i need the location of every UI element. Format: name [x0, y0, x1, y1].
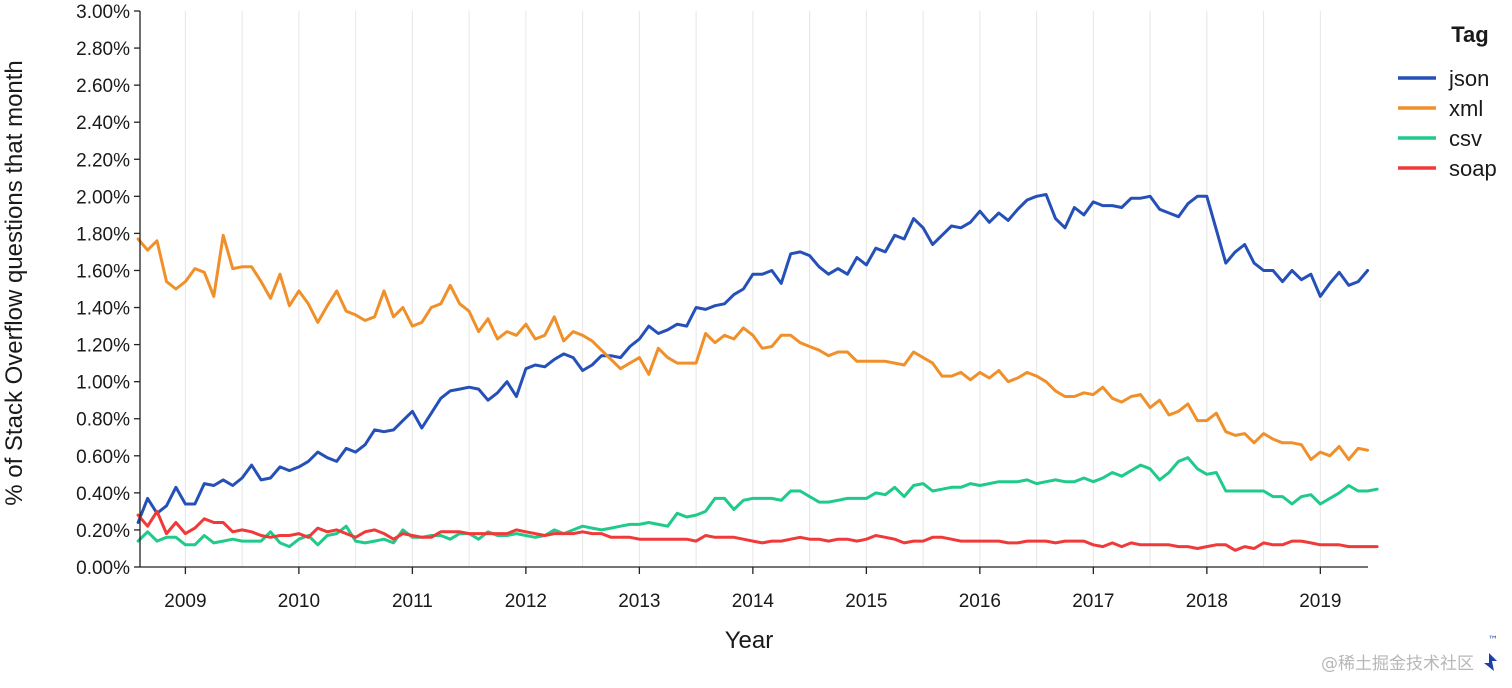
trademark-mark: ™	[1488, 635, 1498, 646]
x-tick-label: 2015	[845, 591, 887, 612]
x-tick-label: 2010	[278, 591, 320, 612]
y-tick-label: 2.40%	[76, 113, 130, 134]
y-tick-label: 0.40%	[76, 484, 130, 505]
y-tick-label: 2.00%	[76, 187, 130, 208]
x-axis-ticks: 2009 2010 2011 2012 2013 2014 2015 2016 2017 2018…	[164, 567, 1341, 612]
y-tick-label: 0.20%	[76, 521, 130, 542]
watermark: @稀土掘金技术社区 ™	[1321, 635, 1498, 674]
y-tick-label: 1.80%	[76, 224, 130, 245]
y-tick-label: 0.60%	[76, 447, 130, 468]
y-tick-label: 1.40%	[76, 299, 130, 320]
series-line-soap	[136, 509, 1379, 552]
legend-label-csv: csv	[1449, 126, 1482, 151]
legend-label-xml: xml	[1449, 96, 1483, 121]
series-line-json	[136, 193, 1370, 524]
y-tick-label: 3.00%	[76, 2, 130, 23]
y-tick-label: 1.00%	[76, 373, 130, 394]
x-tick-label: 2011	[392, 591, 433, 612]
x-tick-label: 2019	[1299, 591, 1341, 612]
legend-title: Tag	[1451, 22, 1488, 47]
y-axis-ticks: 0.00% 0.20% 0.40% 0.60% 0.80% 1.00% 1.20% 1.40%…	[76, 2, 140, 579]
y-tick-label: 0.80%	[76, 410, 130, 431]
grid-lines	[184, 11, 1321, 567]
x-tick-label: 2017	[1072, 591, 1114, 612]
x-tick-label: 2013	[618, 591, 660, 612]
legend: Tag json xml csv soap	[1398, 22, 1497, 181]
y-tick-label: 1.60%	[76, 261, 130, 282]
toptal-logo-icon	[1484, 652, 1497, 671]
y-tick-label: 2.20%	[76, 150, 130, 171]
x-tick-label: 2014	[732, 591, 775, 612]
x-axis-title: Year	[725, 627, 774, 654]
series-lines	[136, 193, 1379, 552]
axes	[139, 11, 1368, 568]
y-tick-label: 1.20%	[76, 336, 130, 357]
series-line-xml	[136, 233, 1370, 461]
y-tick-label: 2.60%	[76, 76, 130, 97]
x-tick-label: 2018	[1186, 591, 1228, 612]
watermark-text: @稀土掘金技术社区	[1321, 654, 1474, 674]
series-line-csv	[136, 456, 1379, 549]
y-tick-label: 0.00%	[76, 558, 130, 579]
legend-label-json: json	[1448, 66, 1489, 91]
x-tick-label: 2009	[164, 591, 206, 612]
x-tick-label: 2012	[505, 591, 547, 612]
y-tick-label: 2.80%	[76, 39, 130, 60]
x-tick-label: 2016	[959, 591, 1001, 612]
y-axis-title: % of Stack Overflow questions that month	[1, 60, 28, 506]
legend-label-soap: soap	[1449, 156, 1497, 181]
